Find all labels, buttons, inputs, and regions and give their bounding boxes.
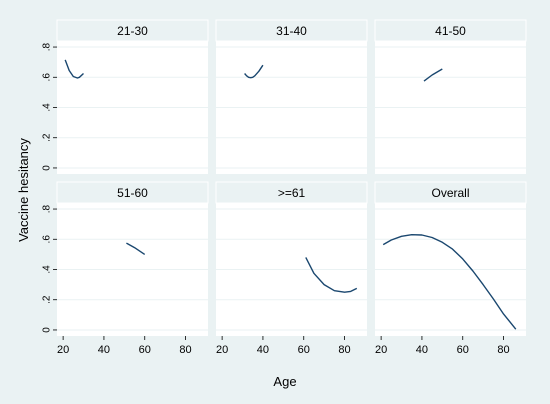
- x-tick-label: 20: [57, 344, 69, 356]
- x-tick-label: 80: [497, 344, 509, 356]
- series-line: [244, 64, 264, 79]
- x-tick-label: 60: [139, 344, 151, 356]
- y-tick-label: 0: [42, 165, 53, 171]
- x-tick-label: 60: [457, 344, 469, 356]
- x-tick-label: 40: [257, 344, 269, 356]
- x-tick-label: 80: [338, 344, 350, 356]
- panel-title: 21-30: [117, 24, 148, 38]
- y-axis-title: Vaccine hesitancy: [16, 138, 31, 242]
- y-tick-label: .4: [42, 103, 53, 112]
- x-tick-label: 40: [416, 344, 428, 356]
- series-line: [64, 59, 84, 79]
- y-tick-label: .6: [42, 235, 53, 244]
- panel-title: Overall: [431, 186, 469, 200]
- x-tick-label: 80: [179, 344, 191, 356]
- y-tick-label: .8: [42, 42, 53, 51]
- panel-title: >=61: [278, 186, 306, 200]
- y-tick-label: .2: [42, 295, 53, 304]
- series-line: [382, 233, 517, 330]
- panel-title: 31-40: [276, 24, 307, 38]
- series-line: [305, 257, 358, 293]
- panel-title: 41-50: [435, 24, 466, 38]
- y-tick-label: .2: [42, 133, 53, 142]
- x-tick-label: 60: [298, 344, 310, 356]
- y-tick-label: .8: [42, 204, 53, 213]
- x-tick-label: 20: [216, 344, 228, 356]
- y-tick-label: .4: [42, 265, 53, 274]
- x-tick-label: 20: [375, 344, 387, 356]
- series-line: [423, 68, 443, 82]
- y-tick-label: 0: [42, 327, 53, 333]
- y-tick-label: .6: [42, 73, 53, 82]
- x-axis-title: Age: [273, 374, 296, 389]
- panel-title: 51-60: [117, 186, 148, 200]
- series-line: [126, 242, 146, 255]
- x-tick-label: 40: [98, 344, 110, 356]
